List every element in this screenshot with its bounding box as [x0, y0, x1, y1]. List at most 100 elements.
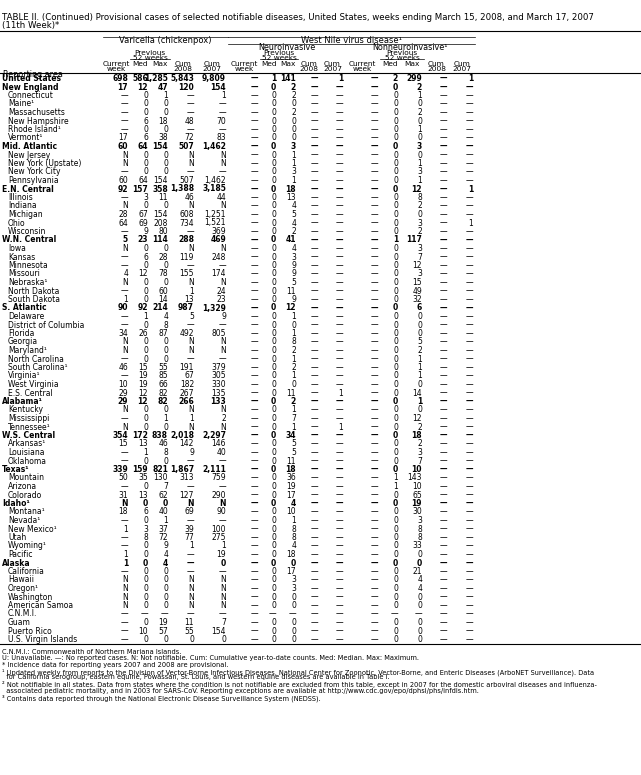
Text: —: —	[439, 439, 447, 449]
Text: 379: 379	[212, 363, 226, 372]
Text: 0: 0	[271, 601, 276, 610]
Text: —: —	[187, 559, 194, 567]
Text: —: —	[310, 337, 318, 346]
Text: 1,521: 1,521	[204, 219, 226, 228]
Text: 12: 12	[412, 184, 422, 194]
Text: N: N	[221, 584, 226, 593]
Text: Cum: Cum	[454, 61, 470, 67]
Text: —: —	[121, 253, 128, 261]
Text: New York (Upstate): New York (Upstate)	[8, 159, 81, 168]
Text: 70: 70	[216, 116, 226, 126]
Text: 0: 0	[271, 261, 276, 270]
Text: 159: 159	[133, 465, 148, 474]
Text: Utah: Utah	[8, 533, 26, 542]
Text: —: —	[465, 516, 473, 525]
Text: —: —	[140, 609, 148, 618]
Text: —: —	[310, 542, 318, 550]
Text: 67: 67	[138, 210, 148, 219]
Text: 0: 0	[393, 167, 398, 177]
Text: 64: 64	[118, 219, 128, 228]
Text: —: —	[370, 474, 378, 483]
Text: E.N. Central: E.N. Central	[2, 184, 54, 194]
Text: Varicella (chickenpox): Varicella (chickenpox)	[119, 36, 212, 45]
Text: —: —	[440, 236, 447, 244]
Text: 0: 0	[271, 533, 276, 542]
Text: —: —	[219, 108, 226, 117]
Text: 0: 0	[143, 593, 148, 601]
Text: U: Unavailable. —: No reported cases. N: Not notifiable. Cum: Cumulative year-to: U: Unavailable. —: No reported cases. N:…	[2, 655, 419, 661]
Text: 17: 17	[287, 567, 296, 576]
Text: 154: 154	[212, 626, 226, 636]
Text: 52 weeks: 52 weeks	[133, 55, 167, 61]
Text: Arizona: Arizona	[8, 482, 37, 491]
Text: N: N	[188, 405, 194, 415]
Text: —: —	[251, 593, 258, 601]
Text: —: —	[335, 465, 343, 474]
Text: —: —	[439, 626, 447, 636]
Text: New Hampshire: New Hampshire	[8, 116, 69, 126]
Text: 358: 358	[153, 184, 168, 194]
Text: 0: 0	[393, 405, 398, 415]
Text: —: —	[310, 167, 318, 177]
Text: —: —	[310, 422, 318, 432]
Text: —: —	[310, 133, 318, 143]
Text: 92: 92	[117, 184, 128, 194]
Text: 1: 1	[417, 371, 422, 381]
Text: 0: 0	[393, 567, 398, 576]
Text: 1: 1	[417, 397, 422, 406]
Text: —: —	[310, 465, 318, 474]
Text: N: N	[188, 202, 194, 211]
Text: —: —	[310, 618, 318, 627]
Text: N: N	[188, 278, 194, 287]
Text: 0: 0	[393, 227, 398, 236]
Text: —: —	[439, 525, 447, 533]
Text: 18: 18	[285, 465, 296, 474]
Text: 4: 4	[291, 499, 296, 508]
Text: Guam: Guam	[8, 618, 31, 627]
Text: —: —	[187, 108, 194, 117]
Text: —: —	[310, 329, 318, 338]
Text: Idaho¹: Idaho¹	[2, 499, 30, 508]
Text: Mississippi: Mississippi	[8, 414, 49, 423]
Text: —: —	[310, 287, 318, 295]
Text: 1: 1	[291, 516, 296, 525]
Text: 174: 174	[212, 270, 226, 278]
Text: —: —	[370, 304, 378, 312]
Text: 19: 19	[217, 550, 226, 559]
Text: 10: 10	[119, 380, 128, 389]
Text: 155: 155	[179, 270, 194, 278]
Text: —: —	[251, 142, 258, 151]
Text: —: —	[251, 516, 258, 525]
Text: 0: 0	[393, 431, 398, 440]
Text: —: —	[440, 559, 447, 567]
Text: North Dakota: North Dakota	[8, 287, 60, 295]
Text: —: —	[310, 448, 318, 457]
Text: —: —	[370, 525, 378, 533]
Text: —: —	[251, 533, 258, 542]
Text: 3: 3	[291, 584, 296, 593]
Text: —: —	[370, 456, 378, 466]
Text: 52 weeks: 52 weeks	[385, 55, 419, 61]
Text: —: —	[370, 150, 378, 160]
Text: —: —	[335, 287, 343, 295]
Text: —: —	[251, 99, 258, 109]
Text: —: —	[121, 456, 128, 466]
Text: —: —	[335, 363, 343, 372]
Text: —: —	[251, 388, 258, 398]
Text: 0: 0	[143, 584, 148, 593]
Text: —: —	[370, 270, 378, 278]
Text: Arkansas¹: Arkansas¹	[8, 439, 46, 449]
Text: —: —	[370, 448, 378, 457]
Text: 1: 1	[291, 312, 296, 321]
Text: Previous: Previous	[135, 50, 165, 56]
Text: —: —	[187, 482, 194, 491]
Text: 24: 24	[217, 287, 226, 295]
Text: 0: 0	[393, 133, 398, 143]
Text: 805: 805	[212, 329, 226, 338]
Text: —: —	[310, 533, 318, 542]
Text: —: —	[439, 99, 447, 109]
Text: 18: 18	[287, 550, 296, 559]
Text: N: N	[188, 499, 194, 508]
Text: —: —	[465, 405, 473, 415]
Text: 0: 0	[271, 167, 276, 177]
